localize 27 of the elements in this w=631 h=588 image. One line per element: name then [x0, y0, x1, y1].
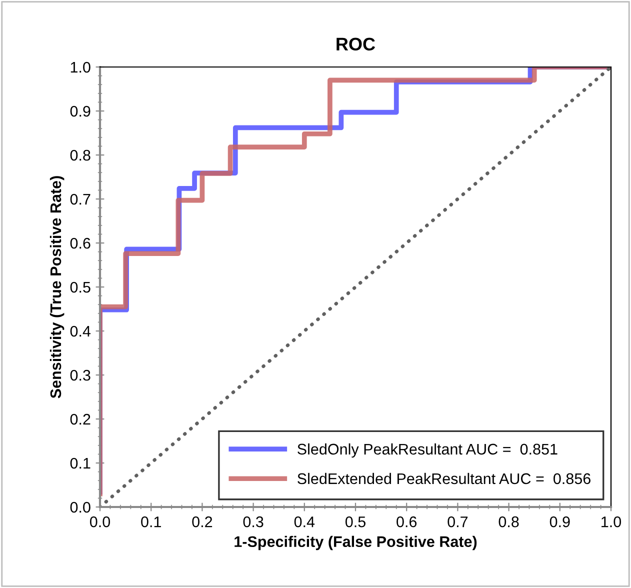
x-tick-label: 0.5 — [345, 516, 366, 528]
y-tick-label: 0.8 — [70, 150, 90, 161]
chart-title: ROC — [336, 38, 376, 51]
y-tick-label: 0.3 — [70, 370, 90, 381]
legend-label: SledOnly PeakResultant AUC = 0.851 — [298, 443, 558, 458]
x-tick-label: 0.6 — [396, 516, 417, 528]
x-tick-label: 0.1 — [141, 516, 161, 528]
x-tick-label: 0.8 — [498, 516, 519, 528]
x-tick-label: 0.9 — [550, 516, 570, 528]
x-tick-label: 0.2 — [192, 516, 212, 528]
y-tick-label: 0.0 — [70, 502, 90, 513]
x-tick-label: 1.0 — [602, 516, 622, 528]
x-tick-label: 0.4 — [294, 516, 315, 528]
y-tick-label: 0.4 — [70, 326, 91, 337]
x-axis-title: 1-Specificity (False Positive Rate) — [234, 536, 477, 550]
x-tick-label: 0.0 — [90, 516, 110, 528]
y-tick-label: 0.1 — [70, 458, 90, 469]
y-tick-label: 0.7 — [70, 194, 90, 205]
y-tick-label: 0.2 — [70, 414, 90, 425]
y-tick-label: 0.5 — [70, 282, 90, 293]
y-axis-title: Sensitivity (True Positive Rate) — [50, 176, 64, 398]
y-tick-label: 0.6 — [70, 238, 90, 249]
y-tick-label: 1.0 — [70, 62, 90, 73]
x-tick-label: 0.3 — [243, 516, 264, 528]
legend-label: SledExtended PeakResultant AUC = 0.856 — [298, 472, 590, 484]
y-tick-label: 0.9 — [70, 106, 90, 117]
x-tick-label: 0.7 — [448, 516, 468, 528]
